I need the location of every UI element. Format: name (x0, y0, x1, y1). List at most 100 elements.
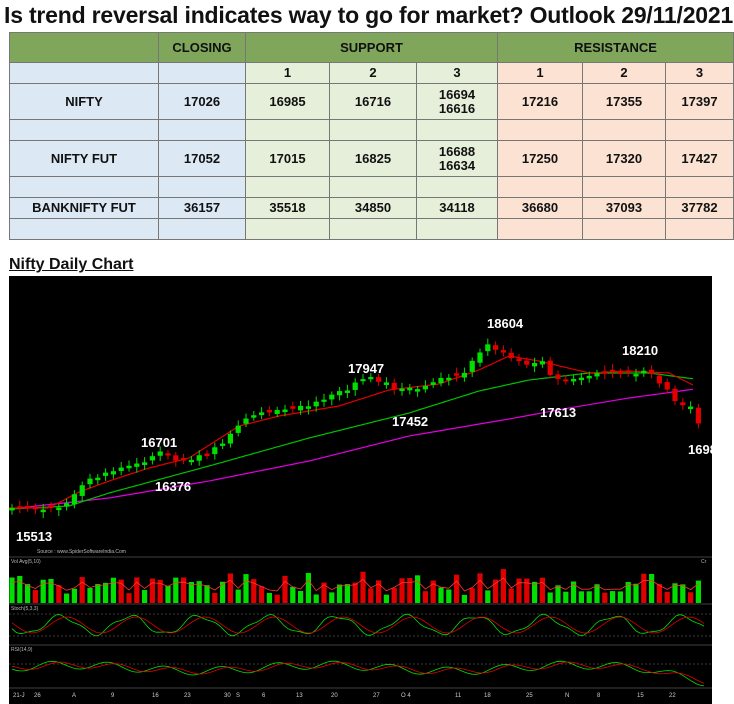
volume-bar (118, 579, 124, 603)
support-2-value: 34850 (329, 197, 417, 219)
candle-body (32, 506, 38, 510)
volume-bar (485, 590, 491, 603)
volume-bar (305, 573, 311, 603)
volume-bar (321, 582, 327, 603)
volume-bar (360, 571, 366, 603)
x-tick-label: 11 (455, 693, 462, 699)
x-tick-label: 13 (296, 693, 303, 699)
candle-body (48, 505, 54, 508)
candle-body (610, 369, 616, 373)
candle-body (594, 373, 600, 377)
stoch-label: Stoch(5,3,3) (11, 606, 39, 612)
table-spacer-row (9, 176, 734, 198)
header-resistance: RESISTANCE (496, 32, 734, 63)
candle-body (188, 459, 194, 463)
rsi-signal-line (11, 661, 705, 684)
chart-heading: Nifty Daily Chart (9, 256, 134, 273)
candle-body (352, 382, 358, 390)
volume-bar (625, 582, 631, 603)
volume-bar (602, 592, 608, 603)
volume-bar (461, 594, 467, 603)
candle-body (290, 406, 296, 409)
table-row-nifty-fut: NIFTY FUT 17052 17015 16825 16688 16634 1… (9, 140, 734, 177)
volume-bar (446, 589, 452, 603)
candle-body (274, 410, 280, 414)
nifty-daily-chart: 18604 17947 18210 16701 17452 17613 1637… (9, 276, 712, 704)
candle-body (454, 373, 460, 376)
header-support: SUPPORT (245, 32, 498, 63)
candle-body (196, 455, 202, 461)
support-2-value: 16716 (329, 83, 417, 120)
resistance-1-value: 17216 (497, 83, 583, 120)
volume-bar (695, 580, 701, 603)
annotation-18210: 18210 (622, 343, 658, 358)
candle-body (516, 358, 522, 362)
volume-bar (438, 587, 444, 603)
table-row-banknifty-fut: BANKNIFTY FUT 36157 35518 34850 34118 36… (9, 197, 734, 219)
candle-body (617, 371, 623, 375)
volume-bar (274, 594, 280, 603)
candle-body (337, 391, 343, 396)
annotation-16985: 16985 (688, 442, 712, 457)
rsi-label: RSI(14,9) (11, 647, 33, 653)
table-spacer-row (9, 218, 734, 240)
candle-body (399, 388, 405, 392)
header-closing: CLOSING (158, 32, 246, 63)
candle-body (134, 463, 140, 467)
outlook-table: CLOSING SUPPORT RESISTANCE 1 2 3 1 2 3 N… (9, 32, 734, 240)
rsi-line (11, 660, 705, 687)
volume-bar (204, 585, 210, 603)
date-axis: 21-J 26 A 9 16 23 30 S 6 13 20 27 O 4 11 18 25 N 8 15 22 (13, 693, 676, 699)
annotation-16376: 16376 (155, 479, 191, 494)
row-name: BANKNIFTY FUT (9, 197, 159, 219)
table-header-row: CLOSING SUPPORT RESISTANCE (9, 32, 734, 63)
volume-bar (344, 584, 350, 603)
volume-bar (259, 586, 265, 603)
stoch-d-line (11, 616, 705, 634)
volume-bar (578, 591, 584, 603)
candle-body (149, 456, 155, 461)
volume-bar (532, 581, 538, 603)
x-tick-label: 20 (331, 693, 338, 699)
candle-body (446, 377, 452, 381)
stoch-k-line (11, 613, 705, 637)
volume-bar (688, 592, 694, 603)
volume-bar (641, 573, 647, 603)
candle-body (305, 406, 311, 409)
volume-bar (71, 588, 77, 603)
x-tick-label: 15 (637, 693, 644, 699)
candles (9, 338, 701, 519)
candle-body (266, 409, 272, 413)
x-tick-label: N (565, 693, 569, 699)
rsi-panel (9, 660, 712, 687)
candle-body (56, 507, 62, 511)
stochastic-panel (9, 613, 712, 637)
candle-body (181, 458, 187, 461)
support-level-3: 3 (416, 62, 498, 84)
volume-bar (469, 588, 475, 603)
candle-body (243, 418, 249, 424)
candle-body (95, 477, 101, 481)
support-3-value: 34118 (416, 197, 498, 219)
x-tick-label: O 4 (401, 693, 411, 699)
candle-body (235, 425, 241, 433)
annotation-17452: 17452 (392, 414, 428, 429)
resistance-3-value: 17427 (664, 140, 734, 177)
ma-slow-line (9, 388, 694, 510)
annotation-17613: 17613 (540, 405, 576, 420)
support-1-value: 16985 (245, 83, 330, 120)
x-tick-label: 25 (526, 693, 533, 699)
volume-bar (586, 591, 592, 603)
x-tick-label: 21-J (13, 693, 25, 699)
volume-bar (555, 585, 561, 603)
support-level-1: 1 (245, 62, 330, 84)
volume-bar (173, 577, 179, 603)
candle-body (298, 405, 304, 411)
x-tick-label: A (72, 693, 76, 699)
candle-body (602, 371, 608, 374)
candle-body (547, 360, 553, 375)
candle-body (586, 375, 592, 379)
candle-body (368, 377, 374, 380)
support-3-value: 16688 16634 (416, 140, 498, 177)
x-tick-label: 6 (262, 693, 266, 699)
